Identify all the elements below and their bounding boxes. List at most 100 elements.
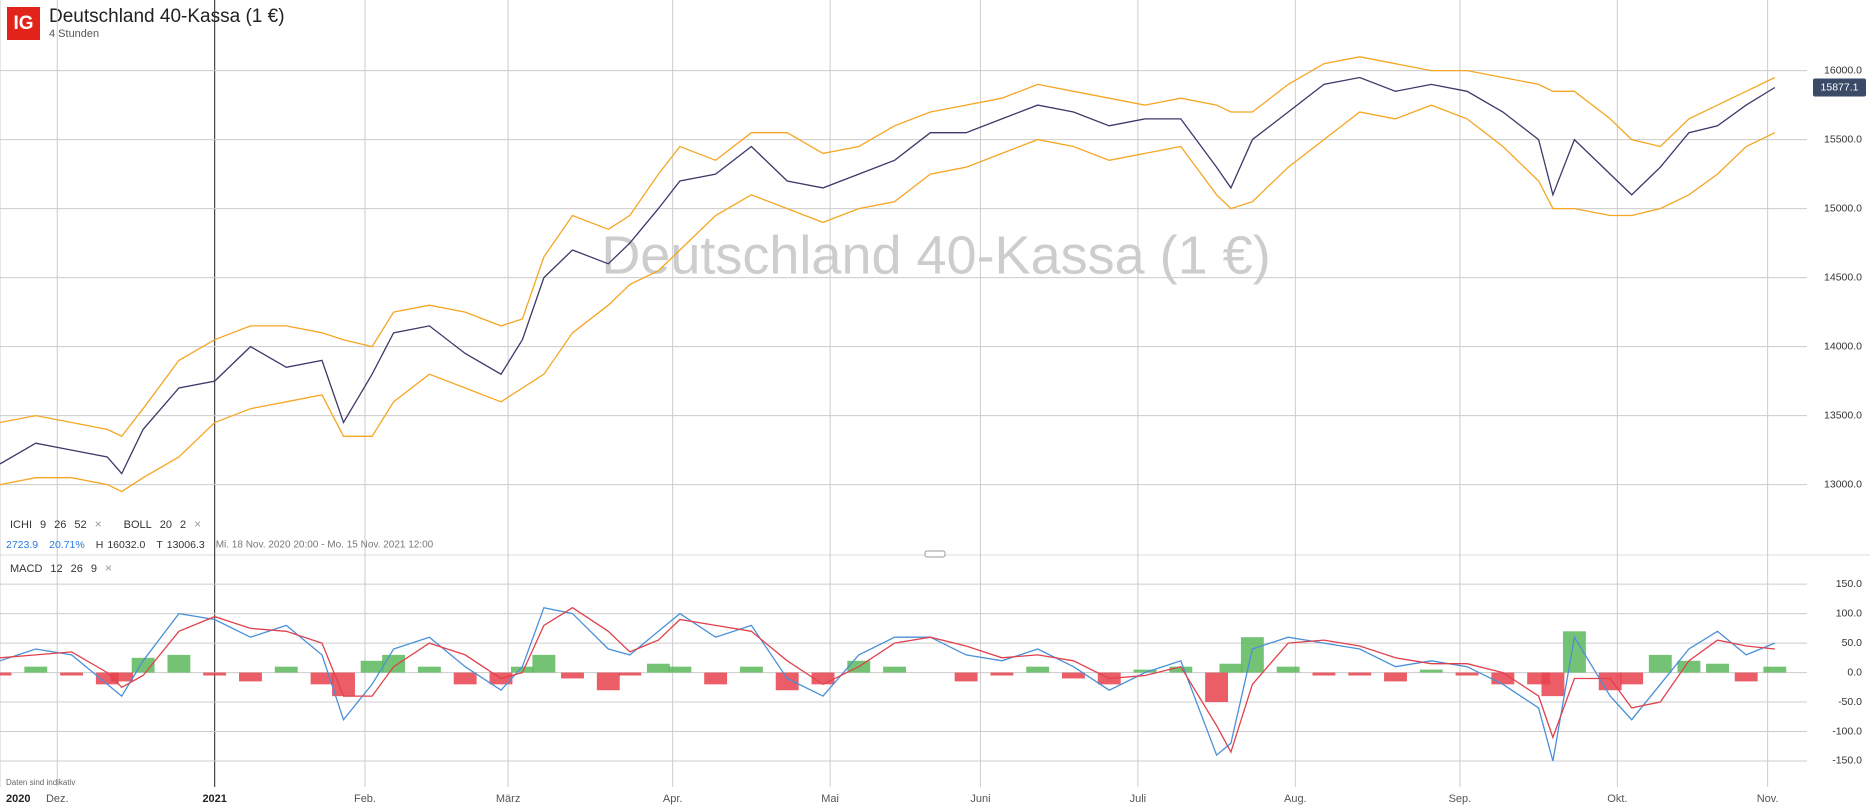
histogram-bar — [274, 666, 298, 673]
histogram-bar — [646, 663, 670, 673]
x-tick-label: Feb. — [354, 793, 376, 805]
histogram-bar — [203, 672, 227, 676]
histogram-bar — [382, 654, 406, 673]
y-tick-label: -50.0 — [1838, 696, 1862, 708]
y-tick-label: 100.0 — [1836, 607, 1862, 619]
y-tick-label: -150.0 — [1832, 755, 1862, 767]
logo: IG — [13, 13, 33, 34]
legend-text: 9 — [40, 519, 46, 531]
close-button[interactable]: × — [95, 517, 102, 531]
histogram-bar — [1169, 666, 1193, 673]
legend-text: BOLL — [124, 519, 152, 531]
x-tick-label: 2021 — [202, 793, 226, 805]
x-tick-label: Dez. — [46, 793, 69, 805]
histogram-bar — [1648, 654, 1672, 673]
legend-text: Mi. 18 Nov. 2020 20:00 - Mo. 15 Nov. 202… — [216, 540, 434, 551]
histogram-bar — [1677, 660, 1701, 673]
x-tick-label: Juni — [970, 793, 990, 805]
x-tick-label: Nov. — [1757, 793, 1779, 805]
series-line — [0, 606, 1776, 762]
histogram-bar — [1219, 663, 1243, 673]
histogram-bar — [1541, 672, 1565, 697]
x-tick-label: Juli — [1130, 793, 1147, 805]
histogram-bar — [1706, 663, 1729, 673]
histogram-bar — [990, 672, 1014, 676]
y-tick-label: 15000.0 — [1824, 202, 1862, 214]
logo-box — [7, 7, 40, 40]
histogram-bar — [24, 666, 48, 673]
histogram-bar — [883, 666, 907, 673]
note: Daten sind indikativ — [6, 778, 75, 787]
watermark: Deutschland 40-Kassa (1 €) — [601, 225, 1270, 285]
histogram-bar — [95, 672, 119, 685]
legend-text: 12 — [50, 563, 62, 575]
series-line — [0, 76, 1776, 475]
histogram-bar — [1026, 666, 1050, 673]
y-tick-label: -100.0 — [1832, 725, 1862, 737]
x-tick-label: Mai — [821, 793, 839, 805]
histogram-bar — [332, 672, 355, 697]
series-line — [0, 606, 1775, 754]
legend-text: 26 — [71, 563, 83, 575]
legend-text: 26 — [54, 519, 66, 531]
close-button[interactable]: × — [105, 561, 112, 575]
last-price-label: 15877.1 — [1821, 81, 1859, 93]
y-tick-label: 13000.0 — [1824, 478, 1862, 490]
histogram-bar — [1384, 672, 1407, 682]
histogram-bar — [668, 666, 692, 673]
histogram-bar — [1276, 666, 1300, 673]
histogram-bar — [1205, 672, 1229, 703]
legend-text: 2723.9 — [6, 539, 38, 551]
histogram-bar — [561, 672, 584, 679]
y-tick-label: 16000.0 — [1824, 64, 1862, 76]
y-tick-label: 14000.0 — [1824, 340, 1862, 352]
histogram-bar — [532, 654, 556, 673]
series-line — [0, 104, 1776, 493]
histogram-bar — [618, 672, 642, 676]
legend-text: 9 — [91, 563, 97, 575]
x-tick-label: März — [496, 793, 520, 805]
histogram-bar — [775, 672, 799, 691]
legend-text: MACD — [10, 563, 42, 575]
histogram-bar — [0, 672, 12, 676]
histogram-bar — [310, 672, 334, 685]
histogram-bar — [1562, 631, 1586, 673]
y-tick-label: 13500.0 — [1824, 409, 1862, 421]
legend-text: H — [96, 539, 104, 551]
histogram-bar — [1620, 672, 1644, 685]
histogram-bar — [239, 672, 262, 682]
legend-text: 20 — [160, 519, 172, 531]
histogram-bar — [739, 666, 763, 673]
legend-text: 13006.3 — [167, 539, 205, 551]
histogram-bar — [360, 660, 384, 673]
legend-text: 20.71% — [49, 539, 85, 551]
subtitle: 4 Stunden — [49, 28, 99, 40]
legend-text: 52 — [74, 519, 86, 531]
histogram-bar — [1312, 672, 1336, 676]
x-tick-label: Aug. — [1284, 793, 1307, 805]
x-tick-label: Sep. — [1449, 793, 1472, 805]
histogram-bar — [110, 672, 134, 682]
histogram-bar — [1419, 669, 1443, 673]
legend-text: T — [156, 539, 163, 551]
histogram-bar — [954, 672, 978, 682]
histogram-bar — [1491, 672, 1515, 685]
histogram-bar — [811, 672, 835, 685]
legend-text: 2 — [180, 519, 186, 531]
histogram-bar — [1763, 666, 1787, 673]
y-tick-label: 150.0 — [1836, 578, 1862, 590]
histogram-bar — [453, 672, 477, 685]
x-tick-label: Apr. — [663, 793, 683, 805]
histogram-bar — [1348, 672, 1372, 676]
close-button[interactable]: × — [194, 517, 201, 531]
histogram-bar — [1734, 672, 1758, 682]
y-tick-label: 50.0 — [1842, 637, 1863, 649]
x-tick-label: Okt. — [1607, 793, 1627, 805]
legend-text: ICHI — [10, 519, 32, 531]
histogram-bar — [417, 666, 441, 673]
resize-handle[interactable] — [924, 550, 946, 558]
histogram-bar — [1062, 672, 1085, 679]
histogram-bar — [1598, 672, 1622, 691]
histogram-bar — [60, 672, 84, 676]
